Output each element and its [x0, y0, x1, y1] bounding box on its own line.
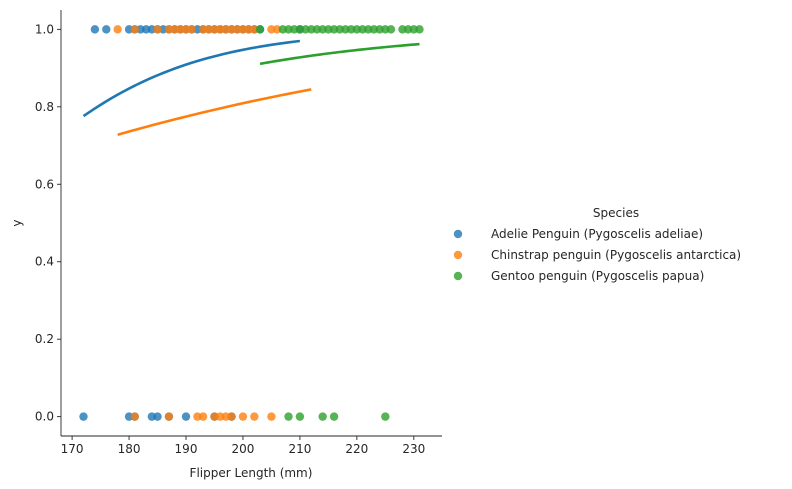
y-tick-label: 0.8 [35, 100, 54, 114]
y-tick-label: 0.6 [35, 177, 54, 191]
x-tick-label: 180 [118, 442, 141, 456]
fit-line-series-0 [82, 39, 301, 118]
data-point-series-1 [130, 412, 139, 421]
y-tick-label: 0.4 [35, 255, 54, 269]
data-point-series-1 [164, 412, 174, 421]
y-ticks: 0.0 0.2 0.4 0.6 0.8 1.0 [35, 22, 61, 424]
data-point-series-2 [318, 412, 327, 421]
data-point-series-1 [250, 412, 259, 421]
x-tick-label: 210 [288, 442, 311, 456]
x-tick-label: 190 [175, 442, 198, 456]
y-tick-label: 1.0 [35, 22, 54, 36]
x-tick-label: 170 [61, 442, 84, 456]
legend: Species Adelie Penguin (Pygoscelis adeli… [453, 206, 741, 283]
data-point-series-0 [102, 25, 111, 34]
fit-line-series-1 [117, 88, 312, 136]
x-axis-label: Flipper Length (mm) [190, 466, 313, 480]
data-point-series-0 [79, 412, 88, 421]
data-point-series-2 [386, 25, 396, 34]
legend-label-series-2: Gentoo penguin (Pygoscelis papua) [491, 269, 704, 283]
data-point-series-1 [187, 25, 196, 34]
data-point-series-2 [415, 25, 424, 34]
data-point-series-1 [153, 25, 162, 34]
data-point-series-1 [227, 412, 236, 421]
data-point-series-1 [130, 25, 139, 34]
legend-title: Species [593, 206, 639, 220]
data-point-series-2 [295, 412, 305, 421]
fit-lines-layer [82, 39, 420, 136]
data-point-series-1 [113, 25, 122, 34]
legend-marker-series-2 [453, 271, 463, 281]
data-point-series-1 [198, 412, 208, 421]
x-tick-label: 200 [232, 442, 255, 456]
fit-line-series-2 [259, 42, 420, 66]
legend-marker-series-1 [453, 250, 463, 260]
legend-label-series-1: Chinstrap penguin (Pygoscelis antarctica… [491, 248, 741, 262]
data-point-series-2 [284, 412, 293, 421]
axes-layer [60, 10, 442, 437]
x-ticks: 170 180 190 200 210 220 230 [61, 436, 425, 456]
y-tick-label: 0.0 [35, 410, 54, 424]
data-point-series-0 [90, 25, 100, 34]
legend-marker-series-0 [453, 229, 463, 239]
points-layer [79, 25, 424, 421]
x-tick-label: 230 [402, 442, 425, 456]
data-point-series-0 [153, 412, 162, 421]
data-point-series-0 [181, 412, 191, 421]
data-point-series-2 [255, 25, 265, 34]
data-point-series-1 [238, 412, 248, 421]
data-point-series-1 [267, 412, 276, 421]
x-tick-label: 220 [345, 442, 368, 456]
y-tick-label: 0.2 [35, 332, 54, 346]
data-point-series-2 [329, 412, 339, 421]
y-axis-label: y [10, 219, 24, 226]
legend-label-series-0: Adelie Penguin (Pygoscelis adeliae) [491, 227, 703, 241]
data-point-series-2 [381, 412, 390, 421]
